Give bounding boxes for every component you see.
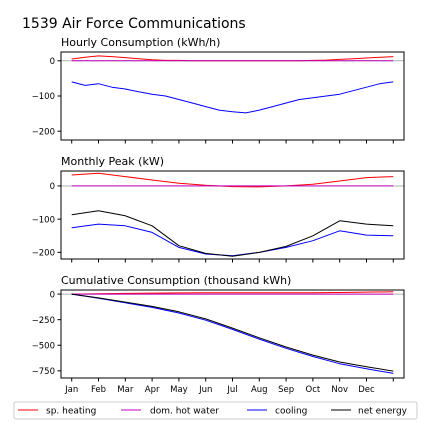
panel-title: Cumulative Consumption (thousand kWh) xyxy=(61,274,291,287)
series-line-cooling xyxy=(71,293,394,374)
plot-area xyxy=(71,291,394,374)
series-line-sp-heating xyxy=(71,172,394,188)
y-tick-label: 0 xyxy=(50,57,55,67)
series-line-sp-heating xyxy=(71,55,394,62)
panel-title: Hourly Consumption (kWh/h) xyxy=(61,36,220,49)
plot-frame xyxy=(60,170,405,260)
x-tick-label: Aug xyxy=(251,385,268,395)
legend-label-sp-heating: sp. heating xyxy=(46,407,96,417)
series-line-sp-heating xyxy=(71,291,394,295)
series-line-cooling xyxy=(71,223,394,257)
x-tick-label: May xyxy=(170,385,188,395)
x-tick-label: Mar xyxy=(117,385,134,395)
panel-3: Cumulative Consumption (thousand kWh) 0 −2… xyxy=(32,274,405,395)
legend-label-dom-hot-water: dom. hot water xyxy=(150,407,219,417)
x-tick-label: Jun xyxy=(198,385,212,395)
legend-frame xyxy=(13,401,418,420)
legend: sp. heating dom. hot water cooling net e… xyxy=(13,401,418,420)
panel-1: Hourly Consumption (kWh/h) 0 −100 −200 xyxy=(32,36,405,144)
x-tick-label: Sep xyxy=(278,385,294,395)
x-tick-label: Jul xyxy=(226,385,237,395)
y-tick-label: −200 xyxy=(32,127,55,137)
panel-title: Monthly Peak (kW) xyxy=(61,155,164,168)
y-tick-label: −750 xyxy=(32,367,55,377)
y-tick-label: −500 xyxy=(32,341,55,351)
figure-title: 1539 Air Force Communications xyxy=(22,16,246,32)
y-tick-label: 0 xyxy=(50,182,55,192)
x-tick-label: Feb xyxy=(91,385,106,395)
y-tick-label: −100 xyxy=(32,92,55,102)
panels: Hourly Consumption (kWh/h)0−100−200Month… xyxy=(32,36,405,395)
y-tick-label: −200 xyxy=(32,249,55,259)
x-tick-label: Apr xyxy=(145,385,160,395)
legend-label-net-energy: net energy xyxy=(358,407,408,417)
y-tick-label: −100 xyxy=(32,215,55,225)
series-line-cooling xyxy=(71,81,394,114)
x-tick-label: Dec xyxy=(358,385,375,395)
y-tick-label: 0 xyxy=(50,290,55,300)
series-line-net-energy xyxy=(71,210,394,257)
y-tick-label: −250 xyxy=(32,316,55,326)
panel-2: Monthly Peak (kW) 0 −100 −200 xyxy=(32,155,405,263)
x-tick-label: Jan xyxy=(64,385,78,395)
x-tick-label: Nov xyxy=(331,385,348,395)
plot-area xyxy=(71,172,394,257)
series-line-net-energy xyxy=(71,293,394,372)
legend-label-cooling: cooling xyxy=(275,407,307,417)
x-tick-label: Oct xyxy=(306,385,321,395)
plot-frame xyxy=(60,51,405,141)
plot-area xyxy=(71,55,394,114)
